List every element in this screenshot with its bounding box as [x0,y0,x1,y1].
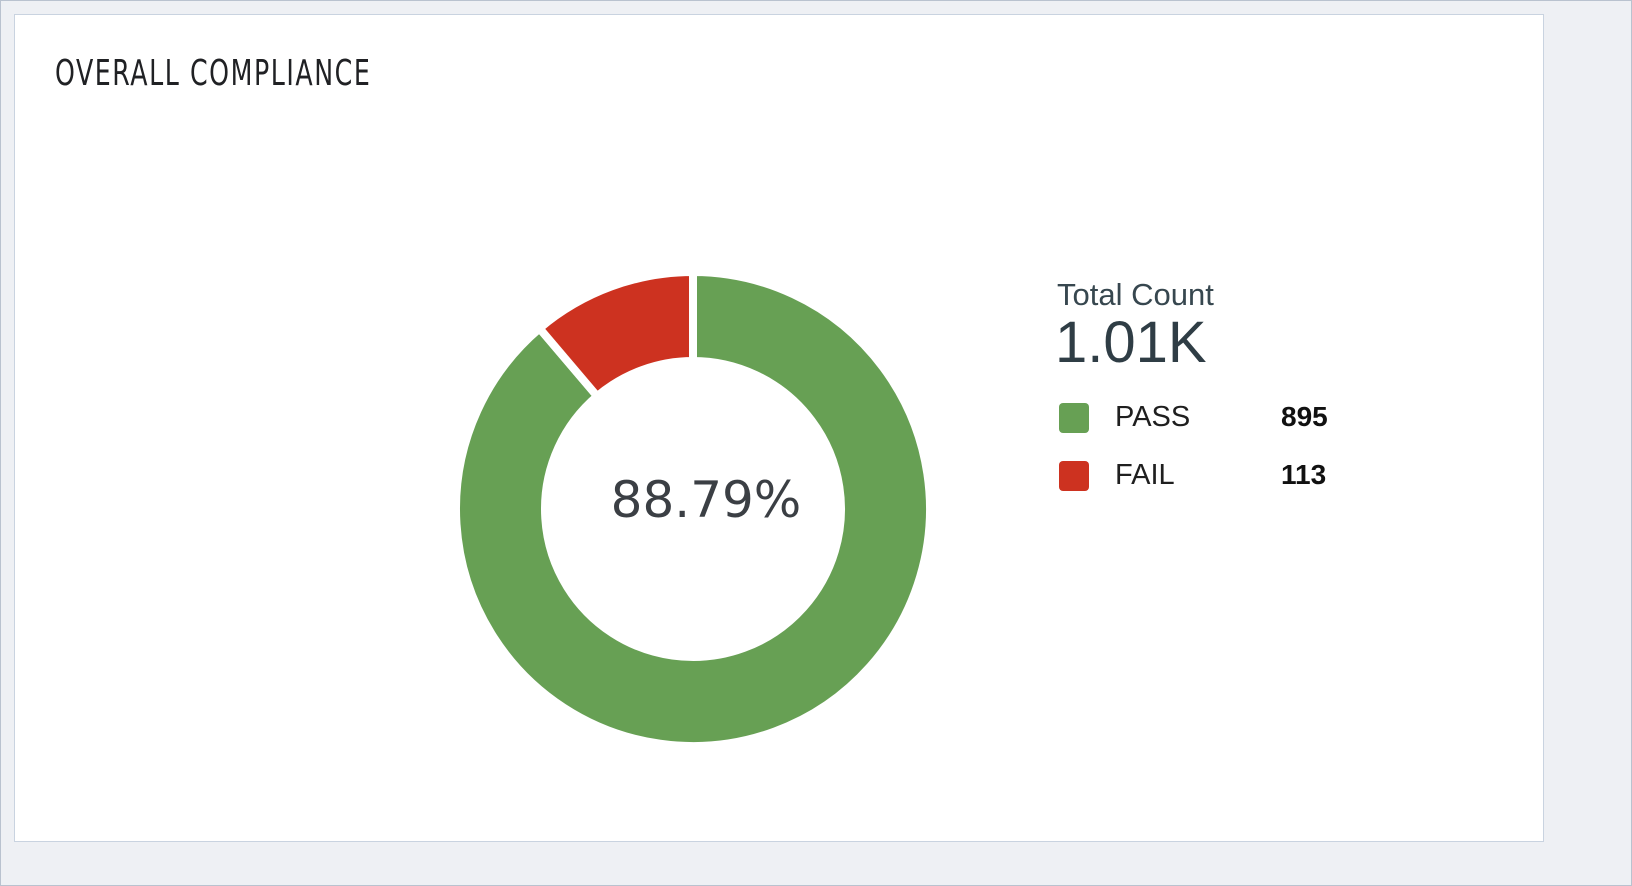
compliance-percentage: 88.79% [610,471,802,529]
pass-swatch [1059,403,1089,433]
legend-label-pass: PASS [1115,401,1191,433]
legend-value-pass: 895 [1281,401,1328,432]
total-count-label: Total Count [1057,277,1214,312]
legend-value-fail: 113 [1281,459,1327,490]
legend-item-pass[interactable]: PASS 895 [1059,401,1359,435]
legend-label-fail: FAIL [1115,459,1175,491]
donut-slice-pass[interactable] [452,267,934,750]
donut-chart [452,267,934,750]
total-count-value: 1.01K [1055,310,1207,375]
compliance-card: OVERALL COMPLIANCE 88.79% Total Count 1.… [14,14,1544,842]
fail-swatch [1059,461,1089,491]
donut-slice-fail[interactable] [533,267,697,402]
card-title: OVERALL COMPLIANCE [55,53,372,94]
legend-item-fail[interactable]: FAIL 113 [1059,459,1359,493]
